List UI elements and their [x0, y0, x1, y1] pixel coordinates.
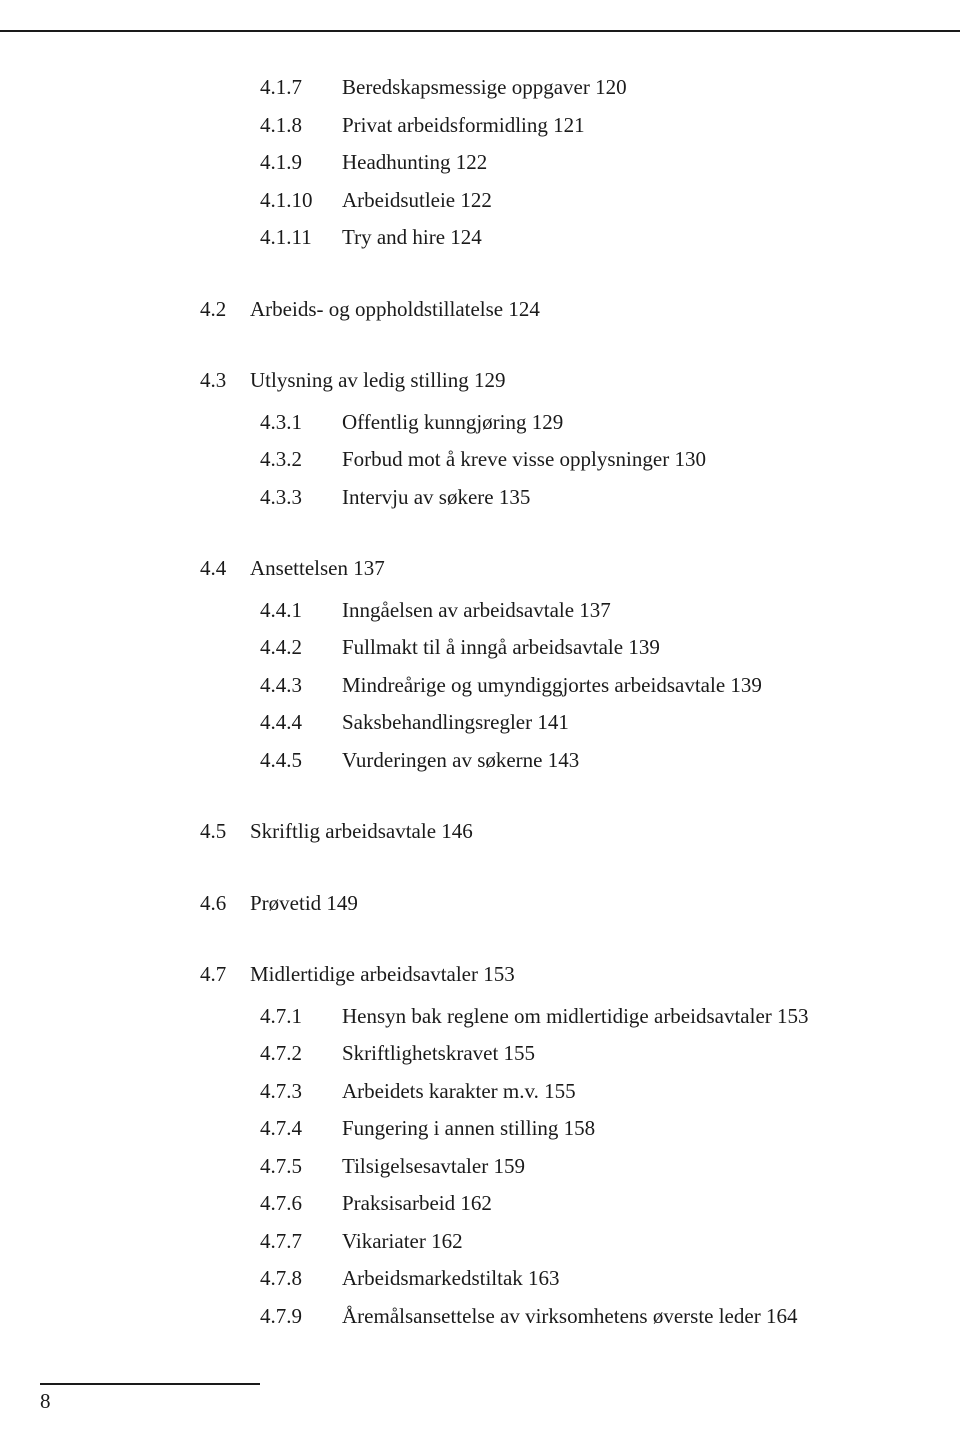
- entry-number: 4.4.4: [260, 707, 342, 739]
- entry-title: Skriftlig arbeidsavtale 146: [250, 816, 900, 848]
- toc-sub-entry: 4.1.7 Beredskapsmessige oppgaver 120: [260, 72, 900, 104]
- entry-number: 4.3.1: [260, 407, 342, 439]
- entry-title: Arbeidsutleie 122: [342, 185, 900, 217]
- entry-number: 4.3.2: [260, 444, 342, 476]
- entry-number: 4.7.7: [260, 1226, 342, 1258]
- entry-number: 4.7.6: [260, 1188, 342, 1220]
- entry-title: Vikariater 162: [342, 1226, 900, 1258]
- entry-title: Arbeidets karakter m.v. 155: [342, 1076, 900, 1108]
- toc-sub-entry: 4.7.4 Fungering i annen stilling 158: [260, 1113, 900, 1145]
- entry-number: 4.3.3: [260, 482, 342, 514]
- toc-heading-entry: 4.5 Skriftlig arbeidsavtale 146: [200, 816, 900, 848]
- entry-title: Fungering i annen stilling 158: [342, 1113, 900, 1145]
- entry-number: 4.1.10: [260, 185, 342, 217]
- entry-title: Try and hire 124: [342, 222, 900, 254]
- entry-number: 4.1.9: [260, 147, 342, 179]
- entry-title: Skriftlighetskravet 155: [342, 1038, 900, 1070]
- entry-number: 4.4: [200, 553, 250, 585]
- toc-heading-entry: 4.2 Arbeids- og oppholdstillatelse 124: [200, 294, 900, 326]
- toc-sub-entry: 4.7.1 Hensyn bak reglene om midlertidige…: [260, 1001, 900, 1033]
- entry-title: Forbud mot å kreve visse opplysninger 13…: [342, 444, 900, 476]
- toc-section: 4.5 Skriftlig arbeidsavtale 146: [200, 816, 900, 848]
- entry-number: 4.1.8: [260, 110, 342, 142]
- toc-sub-entry: 4.4.5 Vurderingen av søkerne 143: [260, 745, 900, 777]
- entry-title: Mindreårige og umyndiggjortes arbeidsavt…: [342, 670, 900, 702]
- toc-heading-entry: 4.3 Utlysning av ledig stilling 129: [200, 365, 900, 397]
- entry-number: 4.7.3: [260, 1076, 342, 1108]
- entry-title: Midlertidige arbeidsavtaler 153: [250, 959, 900, 991]
- entry-number: 4.7.5: [260, 1151, 342, 1183]
- toc-sub-entry: 4.4.2 Fullmakt til å inngå arbeidsavtale…: [260, 632, 900, 664]
- toc-sub-entry: 4.3.2 Forbud mot å kreve visse opplysnin…: [260, 444, 900, 476]
- entry-title: Arbeids- og oppholdstillatelse 124: [250, 294, 900, 326]
- entry-title: Ansettelsen 137: [250, 553, 900, 585]
- page-number: 8: [40, 1383, 260, 1414]
- entry-title: Saksbehandlingsregler 141: [342, 707, 900, 739]
- entry-title: Beredskapsmessige oppgaver 120: [342, 72, 900, 104]
- entry-number: 4.1.11: [260, 222, 342, 254]
- entry-title: Praksisarbeid 162: [342, 1188, 900, 1220]
- toc-sub-entry: 4.4.3 Mindreårige og umyndiggjortes arbe…: [260, 670, 900, 702]
- entry-number: 4.1.7: [260, 72, 342, 104]
- toc-sub-entry: 4.4.1 Inngåelsen av arbeidsavtale 137: [260, 595, 900, 627]
- entry-title: Utlysning av ledig stilling 129: [250, 365, 900, 397]
- entry-title: Prøvetid 149: [250, 888, 900, 920]
- toc-sub-entry: 4.3.1 Offentlig kunngjøring 129: [260, 407, 900, 439]
- entry-number: 4.4.5: [260, 745, 342, 777]
- entry-title: Arbeidsmarkedstiltak 163: [342, 1263, 900, 1295]
- entry-number: 4.2: [200, 294, 250, 326]
- entry-number: 4.4.1: [260, 595, 342, 627]
- toc-heading-entry: 4.7 Midlertidige arbeidsavtaler 153: [200, 959, 900, 991]
- toc-sub-entry: 4.7.8 Arbeidsmarkedstiltak 163: [260, 1263, 900, 1295]
- toc-sub-entry: 4.7.5 Tilsigelsesavtaler 159: [260, 1151, 900, 1183]
- entry-title: Tilsigelsesavtaler 159: [342, 1151, 900, 1183]
- toc-sub-entry: 4.1.9 Headhunting 122: [260, 147, 900, 179]
- entry-number: 4.6: [200, 888, 250, 920]
- toc-content: 4.1.7 Beredskapsmessige oppgaver 120 4.1…: [0, 72, 960, 1332]
- toc-section: 4.6 Prøvetid 149: [200, 888, 900, 920]
- toc-sub-entry: 4.7.9 Åremålsansettelse av virksomhetens…: [260, 1301, 900, 1333]
- entry-number: 4.4.3: [260, 670, 342, 702]
- horizontal-rule: [0, 30, 960, 32]
- entry-number: 4.7.9: [260, 1301, 342, 1333]
- entry-title: Headhunting 122: [342, 147, 900, 179]
- entry-number: 4.5: [200, 816, 250, 848]
- entry-number: 4.3: [200, 365, 250, 397]
- toc-sub-entry: 4.7.3 Arbeidets karakter m.v. 155: [260, 1076, 900, 1108]
- entry-number: 4.7: [200, 959, 250, 991]
- entry-number: 4.7.8: [260, 1263, 342, 1295]
- entry-title: Vurderingen av søkerne 143: [342, 745, 900, 777]
- toc-sub-entry: 4.7.7 Vikariater 162: [260, 1226, 900, 1258]
- toc-sub-entry: 4.1.10 Arbeidsutleie 122: [260, 185, 900, 217]
- entry-number: 4.7.4: [260, 1113, 342, 1145]
- toc-sub-entry: 4.3.3 Intervju av søkere 135: [260, 482, 900, 514]
- toc-sub-entry: 4.4.4 Saksbehandlingsregler 141: [260, 707, 900, 739]
- toc-heading-entry: 4.4 Ansettelsen 137: [200, 553, 900, 585]
- toc-sub-entry: 4.1.8 Privat arbeidsformidling 121: [260, 110, 900, 142]
- toc-heading-entry: 4.6 Prøvetid 149: [200, 888, 900, 920]
- toc-sub-entry: 4.7.2 Skriftlighetskravet 155: [260, 1038, 900, 1070]
- entry-title: Privat arbeidsformidling 121: [342, 110, 900, 142]
- entry-title: Åremålsansettelse av virksomhetens øvers…: [342, 1301, 900, 1333]
- toc-sub-entry: 4.7.6 Praksisarbeid 162: [260, 1188, 900, 1220]
- entry-title: Inngåelsen av arbeidsavtale 137: [342, 595, 900, 627]
- toc-sub-entry: 4.1.11 Try and hire 124: [260, 222, 900, 254]
- entry-number: 4.4.2: [260, 632, 342, 664]
- entry-number: 4.7.1: [260, 1001, 342, 1033]
- toc-section: 4.2 Arbeids- og oppholdstillatelse 124: [200, 294, 900, 326]
- entry-title: Offentlig kunngjøring 129: [342, 407, 900, 439]
- toc-section: 4.3 Utlysning av ledig stilling 129 4.3.…: [200, 365, 900, 513]
- entry-number: 4.7.2: [260, 1038, 342, 1070]
- entry-title: Hensyn bak reglene om midlertidige arbei…: [342, 1001, 900, 1033]
- entry-title: Intervju av søkere 135: [342, 482, 900, 514]
- toc-section: 4.1.7 Beredskapsmessige oppgaver 120 4.1…: [200, 72, 900, 254]
- toc-section: 4.4 Ansettelsen 137 4.4.1 Inngåelsen av …: [200, 553, 900, 776]
- entry-title: Fullmakt til å inngå arbeidsavtale 139: [342, 632, 900, 664]
- toc-section: 4.7 Midlertidige arbeidsavtaler 153 4.7.…: [200, 959, 900, 1332]
